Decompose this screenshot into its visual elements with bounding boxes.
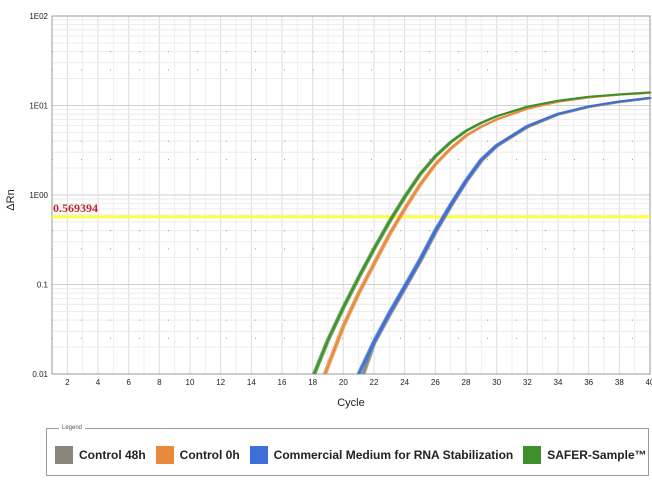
x-tick-label: 36 <box>584 378 593 387</box>
x-tick-label: 32 <box>523 378 532 387</box>
x-tick-label: 28 <box>462 378 471 387</box>
series-line[interactable] <box>364 97 652 375</box>
series-group <box>311 91 652 375</box>
x-tick-label: 14 <box>247 378 256 387</box>
x-tick-label: 12 <box>216 378 225 387</box>
series-line[interactable] <box>315 91 652 375</box>
x-tick-label: 16 <box>278 378 287 387</box>
x-tick-label: 24 <box>400 378 409 387</box>
series-line[interactable] <box>356 97 649 375</box>
x-tick-label: 22 <box>370 378 379 387</box>
x-tick-label: 38 <box>615 378 624 387</box>
series-line[interactable] <box>322 92 649 375</box>
x-tick-label: 18 <box>308 378 317 387</box>
legend-swatch-control-48h <box>55 446 73 464</box>
legend-item-control-0h: Control 0h <box>155 446 240 464</box>
x-tick-label: 40 <box>646 378 652 387</box>
x-tick-label: 2 <box>65 378 70 387</box>
y-tick-label: 0.01 <box>32 370 48 379</box>
legend-label-control-0h: Control 0h <box>179 448 240 462</box>
x-tick-label: 6 <box>126 378 131 387</box>
x-tick-label: 30 <box>492 378 501 387</box>
legend-label-safer-sample: SAFER-Sample™ <box>547 448 647 462</box>
plot-frame <box>51 15 651 375</box>
series-line[interactable] <box>357 96 651 375</box>
x-tick-label: 34 <box>554 378 563 387</box>
legend-swatch-control-0h <box>155 446 174 464</box>
axis-ticks: 2468101214161820222426283032343638400.01… <box>29 12 652 387</box>
x-tick-label: 8 <box>157 378 162 387</box>
legend-label-control-48h: Control 48h <box>79 448 146 462</box>
legend-item-commercial-medium: Commercial Medium for RNA Stabilization <box>249 446 514 464</box>
legend-item-control-48h: Control 48h <box>55 446 146 464</box>
x-tick-label: 26 <box>431 378 440 387</box>
x-tick-label: 4 <box>96 378 101 387</box>
legend: Legend Control 48h Control 0h Commercial… <box>46 423 649 476</box>
legend-label-commercial-medium: Commercial Medium for RNA Stabilization <box>273 448 514 462</box>
threshold-value-label: 0.569394 <box>53 201 98 215</box>
x-tick-label: 20 <box>339 378 348 387</box>
series-line[interactable] <box>325 92 652 375</box>
y-tick-label: 1E00 <box>29 191 48 200</box>
legend-swatch-commercial-medium <box>249 446 268 464</box>
series-1 <box>322 92 652 375</box>
series-3 <box>311 91 652 375</box>
legend-items: Control 48h Control 0h Commercial Medium… <box>55 446 647 464</box>
series-2 <box>356 96 652 375</box>
qpcr-amplification-plot: 0.569394 2 4 6 8 10 12 14 16 18 20 22 24 26 28 30 32 34 3… <box>5 12 652 409</box>
x-tick-label: 10 <box>186 378 195 387</box>
y-tick-label: 1E02 <box>29 12 48 21</box>
series-line[interactable] <box>359 97 652 375</box>
legend-item-safer-sample: SAFER-Sample™ <box>523 446 647 464</box>
y-axis-title: ΔRn <box>5 189 17 210</box>
threshold: 0.569394 <box>52 201 650 219</box>
legend-title: Legend <box>59 423 86 433</box>
x-axis-title: Cycle <box>337 397 365 409</box>
y-tick-label: 1E01 <box>29 102 48 111</box>
legend-swatch-safer-sample <box>523 446 542 464</box>
y-tick-label: 0.1 <box>37 281 49 290</box>
plot-grid <box>52 16 650 374</box>
